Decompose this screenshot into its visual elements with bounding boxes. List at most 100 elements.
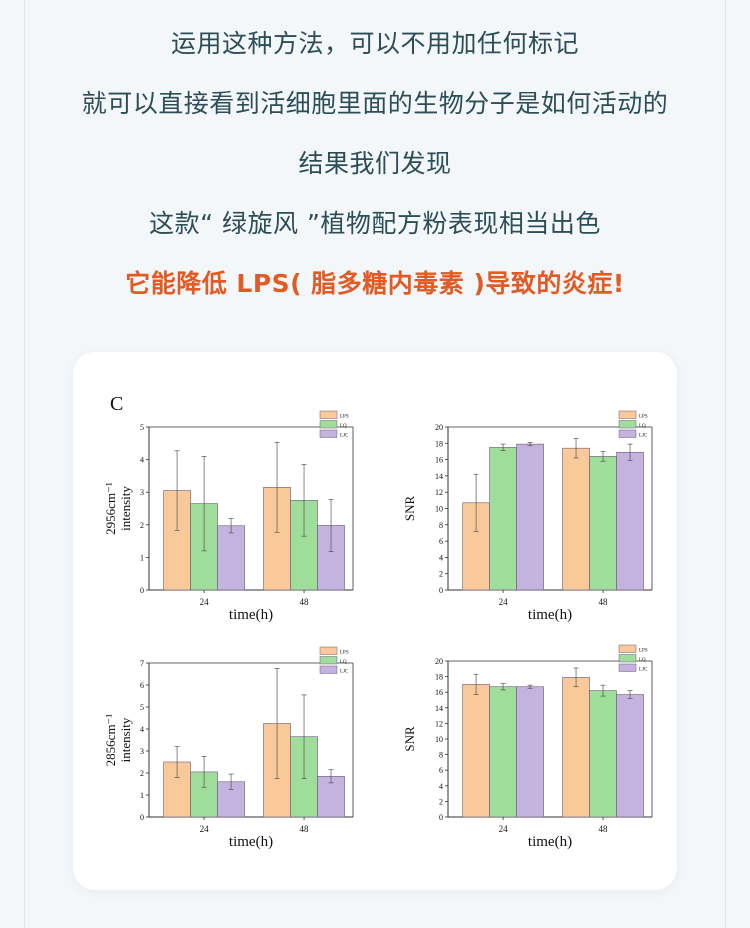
y-tick-label: 2 [439, 570, 443, 579]
y-tick-label: 7 [140, 659, 144, 668]
intro-line-1: 运用这种方法，可以不用加任何标记 [170, 29, 579, 58]
y-tick-label: 3 [140, 747, 144, 756]
legend-swatch-LPS [319, 646, 338, 655]
y-tick-label: 0 [439, 586, 443, 595]
bar-LJC-24 [516, 686, 544, 818]
legend-label-LJC: LJC [340, 434, 349, 439]
x-axis-label: time(h) [528, 607, 572, 623]
bar-LJC-48 [616, 694, 644, 818]
legend-label-LPS: LPS [639, 415, 648, 420]
legend-label-LPS: LPS [340, 651, 349, 656]
intro-line-3: 结果我们发现 [298, 149, 452, 178]
y-tick-label: 0 [140, 586, 144, 595]
x-tick-label-48: 48 [599, 597, 609, 607]
bar-LJC-48 [616, 451, 644, 591]
legend-swatch-LPS [618, 410, 637, 419]
legend-swatch-LQ [618, 420, 637, 429]
y-tick-label: 6 [439, 537, 443, 546]
legend-label-LPS: LPS [639, 649, 648, 654]
x-tick-label-24: 24 [200, 597, 210, 607]
y-tick-label: 12 [435, 719, 443, 728]
y-tick-label: 0 [140, 813, 144, 822]
y-tick-label: 10 [435, 735, 443, 744]
y-tick-label: 8 [439, 751, 443, 760]
y-tick-label: 4 [439, 553, 443, 562]
highlight-line: 它能降低 LPS( 脂多糖内毒素 )导致的炎症! [125, 269, 625, 298]
bar-LJC-24 [516, 443, 544, 591]
bar-LPS-48 [562, 447, 590, 591]
x-tick-label-48: 48 [300, 824, 310, 834]
y-tick-label: 5 [140, 703, 144, 712]
y-tick-label: 5 [140, 423, 144, 432]
y-tick-label: 2 [140, 521, 144, 530]
y-tick-label: 14 [435, 704, 443, 713]
y-tick-label: 2 [140, 769, 144, 778]
chart-1: 0 1 2 3 4 5 24 48 time(h) 2956cm⁻¹ intensity LPS LQ L… [103, 410, 354, 623]
y-tick-label: 16 [435, 456, 443, 465]
x-axis-label: time(h) [528, 834, 572, 850]
bar-LPS-48 [562, 677, 590, 818]
y-tick-label: 2 [439, 797, 443, 806]
legend-label-LQ: LQ [340, 660, 347, 665]
y-axis-label: 2856cm⁻¹ [103, 714, 118, 767]
intro-line-2: 就可以直接看到活细胞里面的生物分子是如何活动的 [81, 89, 669, 118]
intro-line-4: 这款“ 绿旋风 ”植物配方粉表现相当出色 [149, 209, 601, 238]
y-tick-label: 1 [140, 791, 144, 800]
legend-label-LJC: LJC [639, 668, 648, 673]
y-tick-label: 1 [140, 553, 144, 562]
x-tick-label-24: 24 [499, 597, 509, 607]
y-tick-label: 10 [435, 505, 443, 514]
legend-label-LJC: LJC [639, 434, 648, 439]
y-axis-label: SNR [402, 726, 417, 752]
legend-label-LQ: LQ [639, 658, 646, 663]
legend-swatch-LJC [618, 663, 637, 672]
legend-label-LJC: LJC [340, 670, 349, 675]
bar-LQ-24 [489, 686, 517, 818]
legend-swatch-LQ [319, 656, 338, 665]
y-axis-label: SNR [402, 496, 417, 522]
y-tick-label: 4 [140, 725, 144, 734]
legend-label-LQ: LQ [639, 424, 646, 429]
y-tick-label: 20 [435, 657, 443, 666]
bar-LQ-48 [589, 456, 617, 591]
y-tick-label: 20 [435, 423, 443, 432]
legend-swatch-LJC [319, 665, 338, 674]
y-tick-label: 3 [140, 488, 144, 497]
x-tick-label-48: 48 [599, 824, 609, 834]
x-tick-label-24: 24 [200, 824, 210, 834]
y-tick-label: 8 [439, 521, 443, 530]
bar-LQ-24 [489, 447, 517, 591]
figure-card: C 0 1 2 3 4 5 24 48 time(h) 2956cm⁻¹ intensity LPS L… [73, 352, 677, 890]
legend-swatch-LQ [319, 420, 338, 429]
y-tick-label: 0 [439, 813, 443, 822]
bar-LJC-24 [217, 525, 245, 591]
y-axis-label: 2956cm⁻¹ [103, 482, 118, 535]
x-axis-label: time(h) [229, 834, 273, 850]
y-tick-label: 6 [140, 681, 144, 690]
y-tick-label: 4 [439, 782, 443, 791]
panel-label: C [110, 393, 123, 415]
y-tick-label: 6 [439, 766, 443, 775]
y-axis-label-2: intensity [118, 486, 133, 531]
legend-label-LPS: LPS [340, 415, 349, 420]
x-axis-label: time(h) [229, 607, 273, 623]
legend-label-LQ: LQ [340, 424, 347, 429]
bar-LQ-48 [589, 690, 617, 818]
intro-text: 运用这种方法，可以不用加任何标记 就可以直接看到活细胞里面的生物分子是如何活动的… [0, 22, 750, 322]
frame-left-line [24, 0, 25, 928]
legend-swatch-LQ [618, 654, 637, 663]
legend-swatch-LPS [319, 410, 338, 419]
y-tick-label: 14 [435, 472, 443, 481]
legend-swatch-LJC [319, 429, 338, 438]
legend-swatch-LPS [618, 644, 637, 653]
y-tick-label: 18 [435, 439, 443, 448]
x-tick-label-24: 24 [499, 824, 509, 834]
x-tick-label-48: 48 [300, 597, 310, 607]
y-axis-label-2: intensity [118, 717, 133, 762]
y-tick-label: 16 [435, 688, 443, 697]
chart-3: 0 1 2 3 4 5 6 7 24 48 time(h) 2856cm⁻¹ intensity LPS L… [103, 646, 354, 850]
bar-LPS-24 [462, 684, 490, 818]
